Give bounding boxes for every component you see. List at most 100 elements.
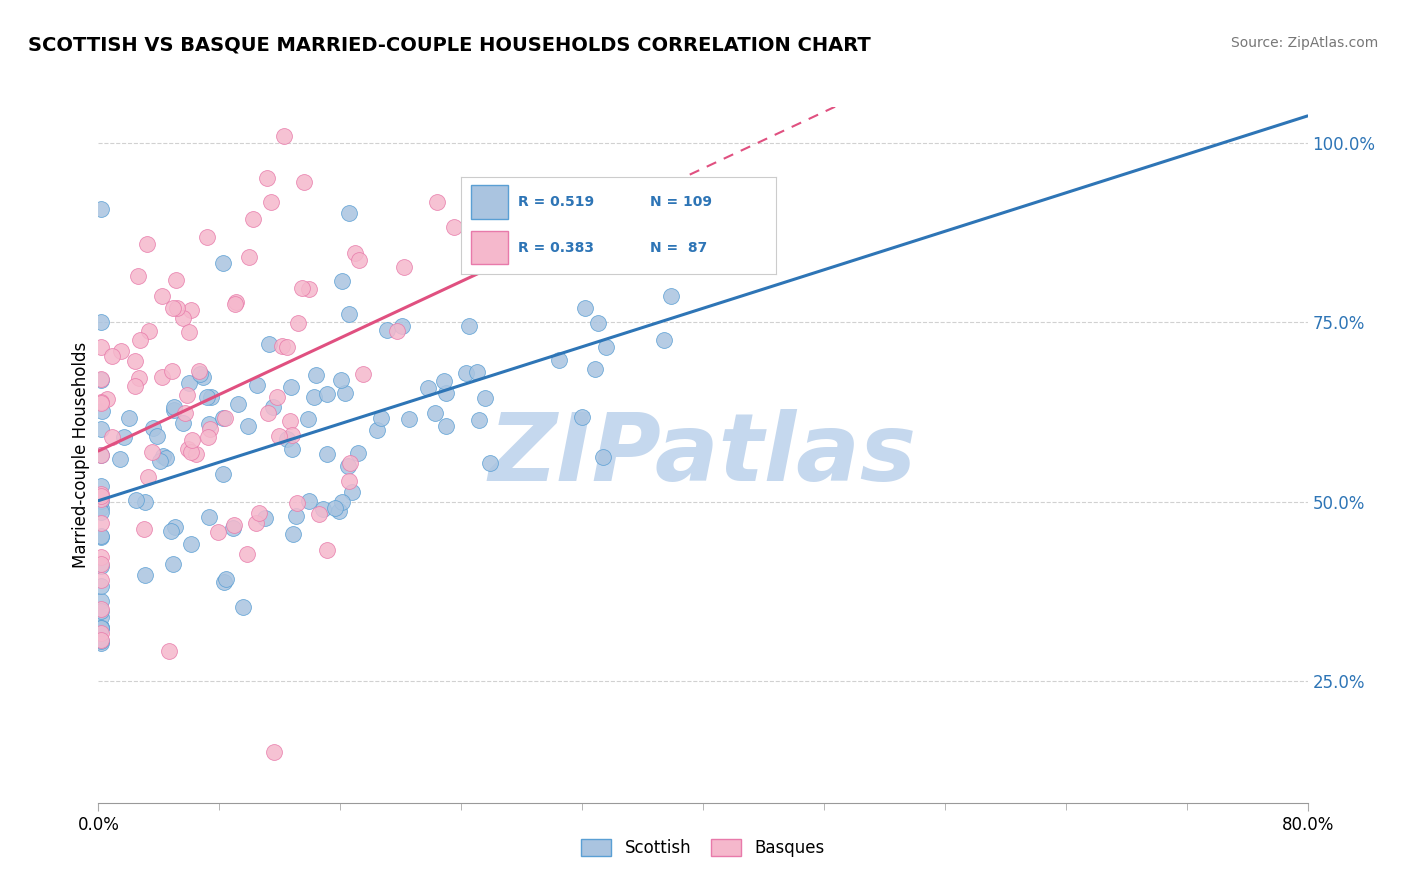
Point bbox=[337, 475, 360, 489]
Point bbox=[124, 353, 146, 368]
Point bbox=[316, 542, 339, 557]
Point bbox=[165, 272, 187, 286]
Point bbox=[112, 430, 135, 444]
Point bbox=[90, 449, 112, 463]
Point bbox=[308, 507, 330, 521]
Point bbox=[292, 175, 315, 189]
Point bbox=[391, 318, 413, 333]
Point bbox=[90, 315, 112, 329]
Point bbox=[571, 409, 593, 424]
Point bbox=[583, 362, 606, 376]
Point bbox=[90, 594, 112, 608]
Point bbox=[181, 433, 204, 447]
Point bbox=[595, 340, 617, 354]
Point bbox=[281, 527, 304, 541]
Point bbox=[191, 370, 214, 384]
Point bbox=[90, 371, 112, 385]
Point bbox=[124, 378, 146, 392]
Point bbox=[90, 601, 112, 615]
Text: N = 109: N = 109 bbox=[650, 195, 711, 209]
Point bbox=[211, 411, 233, 425]
Point bbox=[90, 579, 112, 593]
Point bbox=[340, 485, 363, 500]
Point bbox=[328, 504, 350, 518]
Point bbox=[163, 403, 186, 417]
Point bbox=[188, 364, 211, 378]
Point bbox=[247, 506, 270, 520]
Point bbox=[281, 428, 304, 442]
Point bbox=[273, 128, 295, 143]
Point bbox=[166, 301, 188, 315]
Text: N =  87: N = 87 bbox=[650, 241, 707, 255]
Bar bbox=[471, 186, 509, 219]
Point bbox=[485, 241, 508, 255]
Point bbox=[474, 391, 496, 405]
Point bbox=[108, 452, 131, 467]
Point bbox=[433, 374, 456, 388]
Point bbox=[323, 501, 346, 516]
Point bbox=[152, 449, 174, 463]
Point bbox=[548, 353, 571, 368]
Point bbox=[128, 334, 150, 348]
Point bbox=[259, 337, 281, 351]
Point bbox=[315, 447, 337, 461]
Point bbox=[90, 621, 112, 635]
Point bbox=[100, 430, 122, 444]
Point bbox=[392, 260, 415, 274]
Point bbox=[90, 636, 112, 650]
Point bbox=[276, 340, 298, 354]
Point bbox=[136, 470, 159, 484]
Point bbox=[225, 294, 247, 309]
Point bbox=[236, 547, 259, 561]
Point bbox=[90, 620, 112, 634]
Point bbox=[659, 289, 682, 303]
Point bbox=[90, 340, 112, 354]
Point bbox=[90, 448, 112, 462]
Point bbox=[479, 456, 502, 470]
Point bbox=[256, 171, 278, 186]
Point bbox=[652, 333, 675, 347]
Point bbox=[337, 307, 360, 321]
Text: R = 0.383: R = 0.383 bbox=[517, 241, 593, 255]
Point bbox=[188, 367, 211, 381]
Point bbox=[90, 634, 112, 648]
Point bbox=[162, 301, 184, 315]
Point bbox=[90, 479, 112, 493]
Point bbox=[197, 509, 219, 524]
Point bbox=[458, 318, 481, 333]
Point bbox=[418, 381, 440, 395]
Point bbox=[297, 412, 319, 426]
Point bbox=[285, 496, 308, 510]
Point bbox=[207, 524, 229, 539]
Point bbox=[245, 516, 267, 530]
Point bbox=[236, 418, 259, 433]
Point bbox=[434, 386, 457, 401]
Point bbox=[454, 366, 477, 380]
Point bbox=[276, 432, 298, 446]
Point bbox=[263, 745, 285, 759]
Point bbox=[278, 414, 301, 428]
Point bbox=[592, 450, 614, 465]
Point bbox=[519, 227, 541, 241]
Point bbox=[90, 505, 112, 519]
Point bbox=[467, 413, 489, 427]
Point bbox=[337, 206, 360, 220]
Point bbox=[238, 250, 260, 264]
Point bbox=[180, 445, 202, 459]
Point bbox=[172, 416, 194, 430]
Point bbox=[343, 245, 366, 260]
Point bbox=[90, 501, 112, 516]
Point bbox=[90, 633, 112, 648]
Point bbox=[291, 281, 314, 295]
Point bbox=[125, 493, 148, 508]
Point bbox=[346, 446, 368, 460]
Point bbox=[385, 324, 408, 338]
Point bbox=[172, 310, 194, 325]
Point bbox=[214, 410, 236, 425]
Point bbox=[141, 445, 163, 459]
Point bbox=[214, 575, 236, 590]
Point bbox=[90, 626, 112, 640]
Point bbox=[90, 610, 112, 624]
Point bbox=[330, 273, 353, 287]
Point bbox=[186, 447, 208, 461]
